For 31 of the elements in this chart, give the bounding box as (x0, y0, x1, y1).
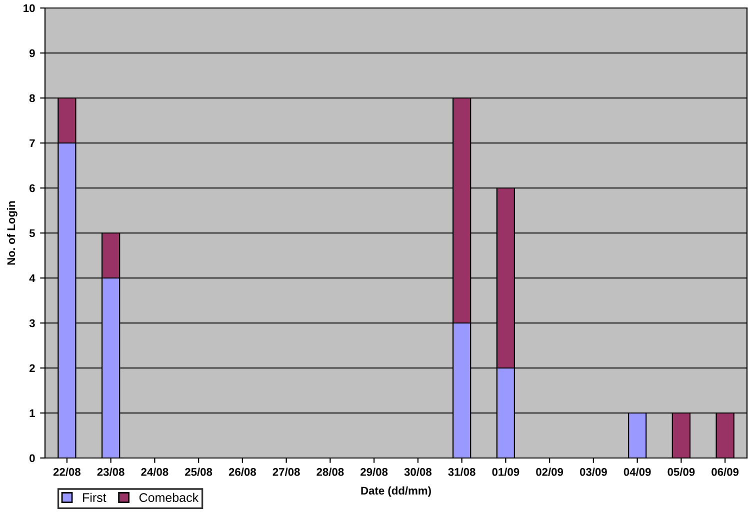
y-tick-label: 0 (30, 454, 35, 462)
x-tick-label: 02/09 (536, 468, 564, 476)
x-tick-label: 04/09 (624, 468, 651, 476)
x-tick-label: 22/08 (53, 468, 80, 476)
y-tick-label: 5 (29, 229, 35, 238)
y-tick-label: 3 (29, 319, 35, 328)
x-tick-label: 01/09 (492, 468, 520, 476)
y-tick-label: 10 (24, 4, 35, 12)
y-tick-label: 6 (30, 184, 35, 192)
y-tick-label: 4 (29, 274, 36, 282)
x-tick-label: 05/09 (668, 468, 695, 476)
x-tick-label: 23/08 (97, 468, 124, 476)
x-tick-label: 27/08 (272, 468, 300, 476)
x-tick-label: 06/09 (712, 468, 739, 476)
x-tick-label: 24/08 (141, 468, 168, 476)
legend-label: First (83, 492, 106, 502)
y-tick-label: 8 (29, 94, 35, 102)
x-tick-label: 03/09 (580, 468, 607, 476)
y-tick-label: 1 (30, 409, 35, 418)
x-tick-label: 26/08 (228, 468, 256, 476)
x-axis-title: Date (dd/mm) (361, 486, 431, 497)
x-tick-label: 31/08 (448, 468, 476, 476)
x-tick-label: 30/08 (404, 468, 432, 476)
x-tick-label: 29/08 (360, 468, 388, 476)
legend-label: Comeback (139, 492, 199, 502)
y-tick-label: 7 (30, 139, 35, 148)
y-tick-label: 2 (29, 364, 35, 372)
y-axis-title: No. of Login (6, 201, 18, 265)
y-tick-label: 9 (29, 49, 35, 58)
x-tick-label: 25/08 (185, 468, 212, 476)
x-tick-label: 28/08 (316, 468, 344, 476)
